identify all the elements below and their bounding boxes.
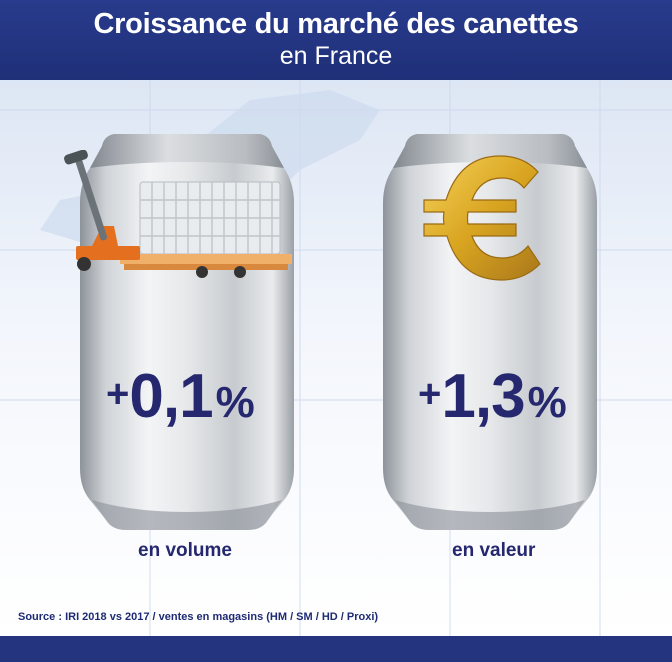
volume-number: 0,1 [129, 362, 213, 431]
pallet-jack-icon [64, 150, 292, 278]
value-percent: +1,3% [418, 366, 567, 428]
page-subtitle: en France [279, 42, 393, 70]
volume-percent: +0,1% [106, 366, 255, 428]
page-title: Croissance du marché des canettes [93, 8, 579, 40]
value-unit: % [527, 378, 567, 427]
volume-unit: % [215, 378, 255, 427]
volume-sign: + [106, 372, 130, 416]
footer-bar [0, 636, 672, 662]
volume-label: en volume [138, 540, 232, 561]
euro-icon [423, 155, 541, 281]
source-note: Source : IRI 2018 vs 2017 / ventes en ma… [18, 611, 379, 623]
header-banner: Croissance du marché des canettes en Fra… [0, 0, 672, 80]
value-number: 1,3 [441, 362, 525, 431]
value-label: en valeur [452, 540, 536, 561]
value-sign: + [418, 372, 442, 416]
